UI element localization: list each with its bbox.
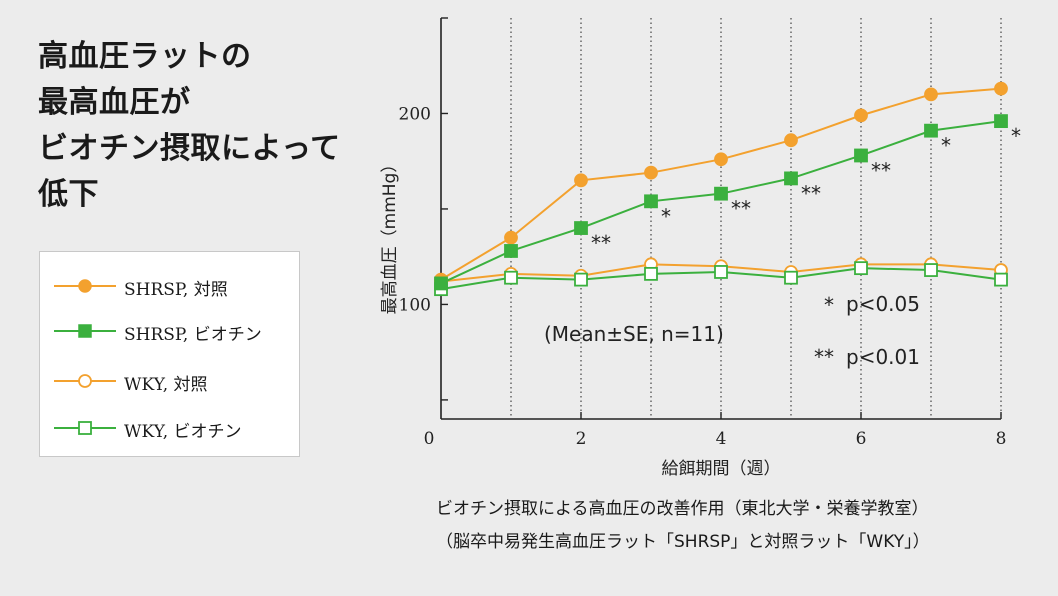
x-tick-label: 0: [424, 429, 435, 449]
data-point: [504, 244, 518, 258]
significance-marker: **: [801, 181, 821, 205]
data-point: [644, 165, 658, 180]
headline-line: 低下: [38, 177, 99, 212]
data-point: [784, 133, 798, 148]
headline-line: ビオチン摂取によって: [38, 131, 341, 166]
legend-marker-filled-circle-icon: [54, 279, 116, 293]
data-point: [924, 87, 938, 102]
significance-marker: **: [591, 231, 611, 255]
legend-item-wky-biotin: WKY, ビオチン: [40, 413, 300, 443]
data-point: [714, 186, 728, 201]
significance-marker: *: [661, 204, 671, 228]
legend-item-shrsp-biotin: SHRSP, ビオチン: [40, 316, 300, 346]
data-point: [574, 221, 588, 235]
data-point: [854, 261, 868, 276]
legend-marker-filled-square-icon: [54, 324, 116, 338]
legend-item-shrsp-control: SHRSP, 対照: [40, 271, 300, 301]
headline-line: 高血圧ラットの: [38, 39, 252, 74]
legend-marker-open-square-icon: [54, 421, 116, 435]
data-point: [644, 194, 658, 209]
data-point: [924, 263, 938, 277]
chart-legend: SHRSP, 対照 SHRSP, ビオチン WKY, 対照 WKY, ビオチン: [39, 251, 300, 457]
data-point: [504, 230, 518, 245]
caption-line-2: （脳卒中易発生高血圧ラット「SHRSP」と対照ラット「WKY」）: [436, 532, 930, 552]
y-axis-label: 最高血圧（mmHg）: [380, 156, 400, 315]
legend-label: SHRSP, ビオチン: [124, 325, 262, 345]
x-tick-label: 6: [856, 429, 867, 449]
significance-text: p<0.01: [846, 345, 920, 369]
headline: 高血圧ラットの 最高血圧が ビオチン摂取によって 低下: [38, 34, 368, 218]
data-point: [854, 148, 868, 163]
data-point: [994, 114, 1008, 129]
data-point: [574, 173, 588, 188]
data-point: [644, 266, 658, 281]
y-tick-label: 100: [399, 295, 431, 315]
significance-marker: **: [871, 158, 891, 182]
data-point: [504, 270, 518, 285]
data-point: [714, 152, 728, 167]
x-tick-label: 2: [576, 429, 587, 449]
stats-annotation: (Mean±SE, n=11): [544, 322, 724, 346]
data-point: [434, 276, 448, 291]
legend-marker-open-circle-icon: [54, 374, 116, 388]
significance-text: p<0.05: [846, 292, 920, 316]
caption-line-1: ビオチン摂取による高血圧の改善作用（東北大学・栄養学教室）: [436, 499, 929, 519]
data-point: [994, 81, 1008, 96]
legend-label: SHRSP, 対照: [124, 280, 228, 300]
y-tick-label: 200: [399, 104, 431, 124]
headline-line: 最高血圧が: [38, 85, 191, 120]
data-point: [574, 272, 588, 287]
data-point: [924, 123, 938, 138]
x-tick-label: 4: [716, 429, 727, 449]
x-axis-label: 給餌期間（週）: [662, 459, 781, 479]
data-point: [854, 108, 868, 123]
data-point: [714, 265, 728, 279]
legend-label: WKY, 対照: [124, 375, 208, 395]
x-tick-label: 8: [996, 429, 1007, 449]
significance-symbol: *: [824, 293, 834, 317]
legend-item-wky-control: WKY, 対照: [40, 366, 300, 396]
data-point: [784, 270, 798, 285]
significance-symbol: **: [814, 345, 834, 369]
data-point: [994, 272, 1008, 287]
significance-marker: *: [941, 134, 951, 158]
significance-marker: **: [731, 197, 751, 221]
legend-label: WKY, ビオチン: [124, 422, 242, 442]
significance-marker: *: [1011, 124, 1021, 148]
data-point: [784, 171, 798, 186]
